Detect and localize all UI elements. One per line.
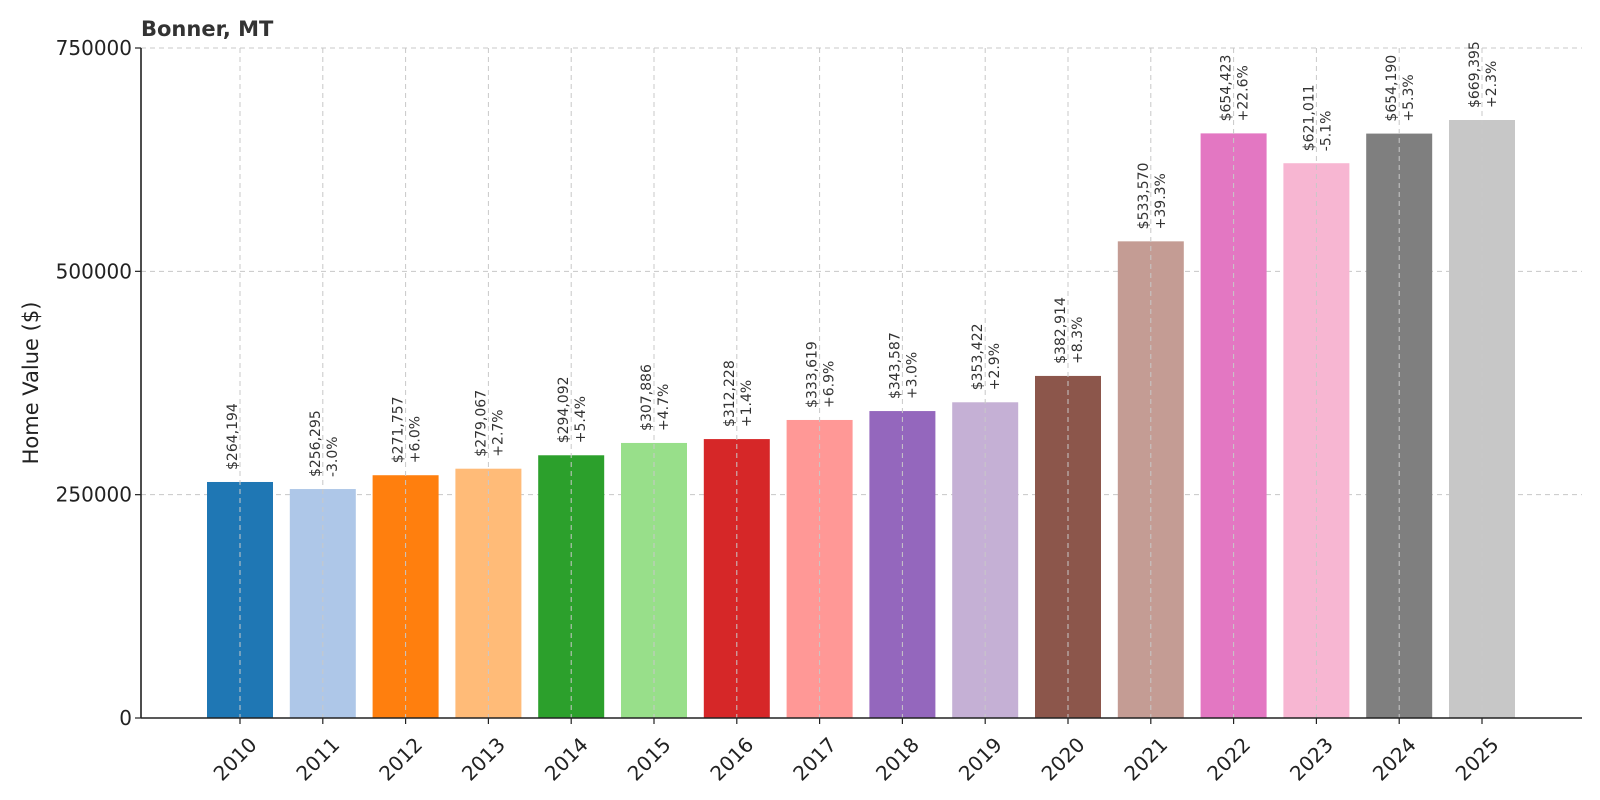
value-label-2014: $294,092 [556, 376, 572, 443]
bar-annotation: $264,194 [225, 403, 241, 470]
bar-annotation: $279,067 +2.7% [473, 390, 506, 457]
value-label-2017: $333,619 [805, 341, 821, 408]
bar-annotation: $654,423 +22.6% [1219, 55, 1252, 122]
x-tick-label-2010: 2010 [209, 733, 262, 786]
x-tick-label-2013: 2013 [457, 733, 510, 786]
bar-annotation: $654,190 +5.3% [1384, 55, 1417, 122]
bar-annotation: $294,092 +5.4% [556, 376, 589, 443]
change-label-2011: -3.0% [325, 436, 341, 477]
bar-annotation: $353,422 +2.9% [970, 323, 1003, 390]
value-label-2013: $279,067 [473, 390, 489, 457]
value-label-2019: $353,422 [970, 323, 986, 390]
x-tick-label-2014: 2014 [540, 733, 593, 786]
change-label-2012: +6.0% [408, 416, 424, 463]
x-tick-label-2024: 2024 [1368, 733, 1421, 786]
bar-annotation: $382,914 +8.3% [1053, 297, 1086, 364]
x-tick-label-2015: 2015 [623, 733, 676, 786]
change-label-2021: +39.3% [1153, 173, 1169, 229]
change-label-2013: +2.7% [490, 409, 506, 456]
change-label-2015: +4.7% [656, 384, 672, 431]
x-tick-label-2025: 2025 [1451, 733, 1504, 786]
x-tick-label-2019: 2019 [954, 733, 1007, 786]
bars [207, 120, 1515, 719]
value-label-2011: $256,295 [308, 410, 324, 477]
change-label-2024: +5.3% [1401, 74, 1417, 121]
value-label-2018: $343,587 [887, 332, 903, 399]
y-tick-label: 0 [119, 706, 132, 730]
bar-annotation: $533,570 +39.3% [1136, 163, 1169, 230]
value-label-2024: $654,190 [1384, 55, 1400, 122]
x-tick-label-2023: 2023 [1285, 733, 1338, 786]
grid-lines [141, 47, 1582, 496]
change-label-2019: +2.9% [987, 343, 1003, 390]
bar-annotation: $256,295 -3.0% [308, 410, 341, 477]
y-tick-label: 750000 [56, 36, 132, 60]
change-label-2017: +6.9% [822, 361, 838, 408]
y-axis-label: Home Value ($) [19, 302, 43, 465]
bar-annotation: $312,228 +1.4% [722, 360, 755, 427]
x-tick-label-2011: 2011 [291, 733, 344, 786]
change-label-2022: +22.6% [1236, 65, 1252, 121]
bar-annotation: $343,587 +3.0% [887, 332, 920, 399]
value-label-2025: $669,395 [1467, 41, 1483, 108]
value-label-2015: $307,886 [639, 364, 655, 431]
bar-2012 [372, 475, 439, 718]
x-tick-label-2018: 2018 [871, 733, 924, 786]
x-tick-label-2021: 2021 [1119, 733, 1172, 786]
value-labels: $264,194 $256,295 -3.0% $271,757 +6.0% $279,0… [225, 41, 1500, 477]
chart-title: Bonner, MT [141, 17, 274, 41]
change-label-2020: +8.3% [1070, 317, 1086, 364]
x-tick-label-2012: 2012 [374, 733, 427, 786]
value-label-2010: $264,194 [225, 403, 241, 470]
bar-2017 [786, 419, 853, 718]
y-tick-label: 250000 [56, 483, 132, 507]
x-tick-label-2017: 2017 [788, 733, 841, 786]
change-label-2018: +3.0% [904, 352, 920, 399]
change-label-2014: +5.4% [573, 396, 589, 443]
change-label-2025: +2.3% [1484, 61, 1500, 108]
value-label-2016: $312,228 [722, 360, 738, 427]
bar-annotation: $669,395 +2.3% [1467, 41, 1500, 108]
x-tick-label-2016: 2016 [705, 733, 758, 786]
value-label-2022: $654,423 [1219, 55, 1235, 122]
y-tick-label: 500000 [56, 259, 132, 283]
x-tick-label-2022: 2022 [1202, 733, 1255, 786]
bar-annotation: $307,886 +4.7% [639, 364, 672, 431]
value-label-2023: $621,011 [1301, 84, 1317, 151]
value-label-2020: $382,914 [1053, 297, 1069, 364]
change-label-2016: +1.4% [739, 380, 755, 427]
bar-annotation: $333,619 +6.9% [805, 341, 838, 408]
change-label-2023: -5.1% [1318, 111, 1334, 152]
value-label-2021: $533,570 [1136, 163, 1152, 230]
value-label-2012: $271,757 [391, 396, 407, 463]
bar-2011 [289, 489, 356, 718]
bar-annotation: $621,011 -5.1% [1301, 84, 1334, 151]
x-tick-label-2020: 2020 [1037, 733, 1090, 786]
bar-annotation: $271,757 +6.0% [391, 396, 424, 463]
